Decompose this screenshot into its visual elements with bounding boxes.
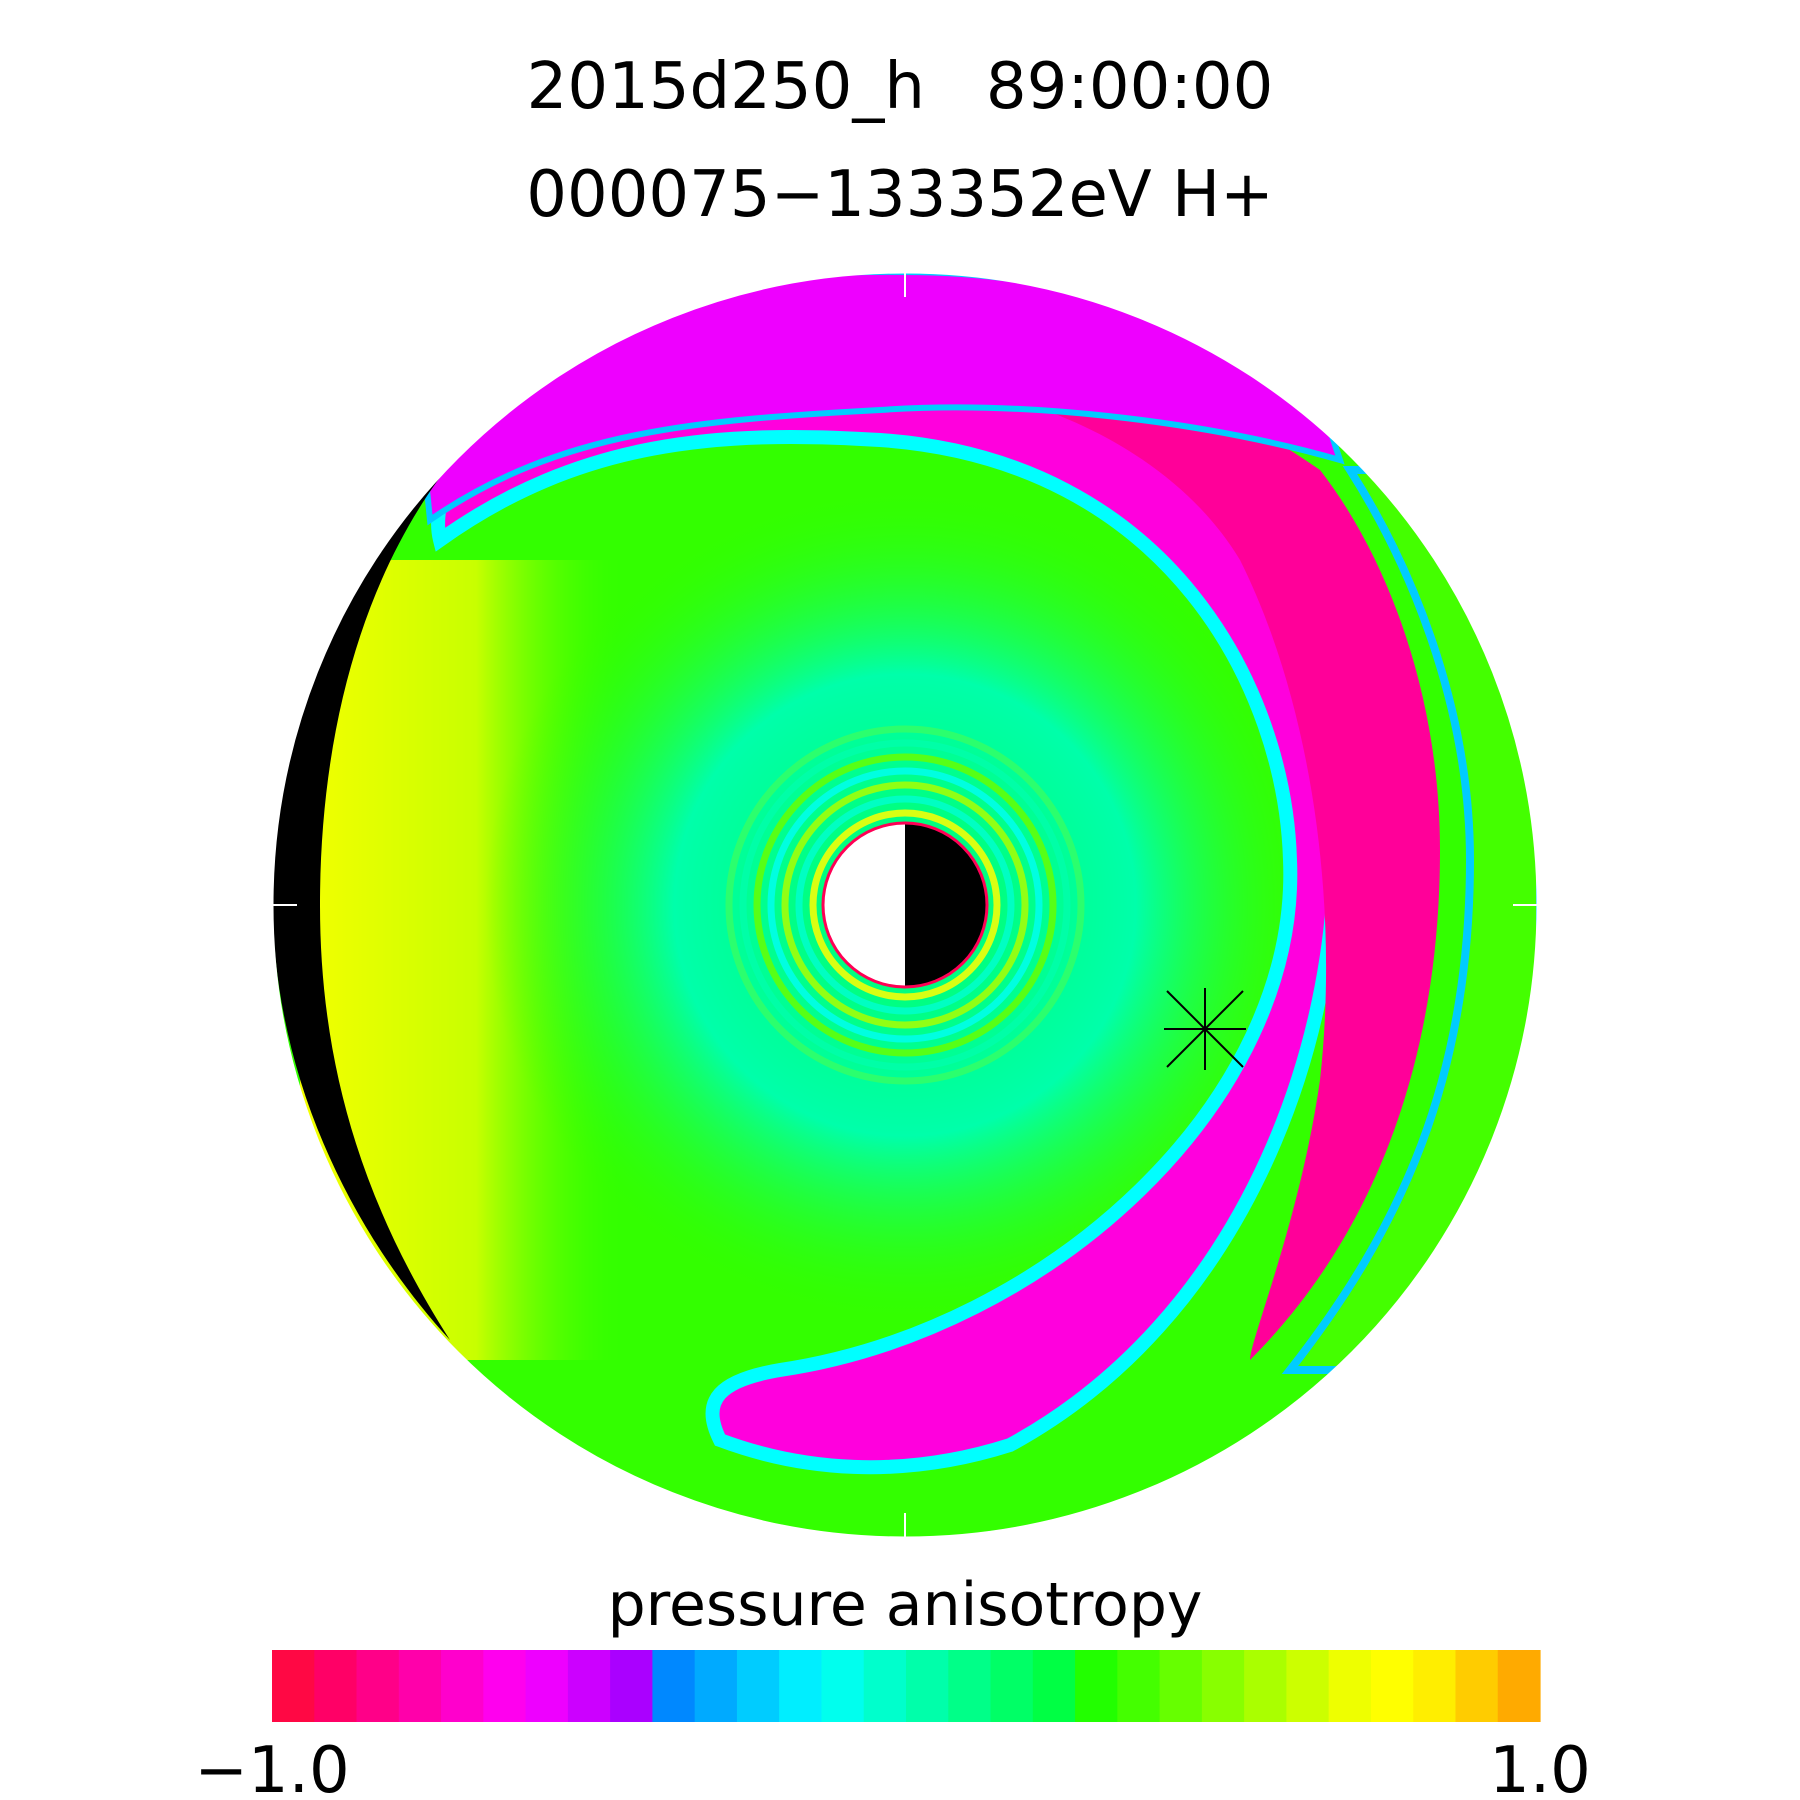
inner-ring — [795, 795, 1015, 1015]
colorbar-min-label: −1.0 — [194, 1734, 349, 1800]
colorbar-segment — [779, 1650, 823, 1722]
inner-rings — [725, 725, 1085, 1085]
colorbar-segment — [1032, 1650, 1076, 1722]
colorbar-segment — [1286, 1650, 1330, 1722]
inner-ring — [725, 725, 1085, 1085]
colorbar-segment — [1328, 1650, 1372, 1722]
title-line-1: 2015d250_h 89:00:00 — [527, 50, 1274, 124]
colorbar-segment — [694, 1650, 738, 1722]
colorbar-segment — [356, 1650, 400, 1722]
position-marker — [1164, 988, 1246, 1070]
colorbar-segment — [1244, 1650, 1287, 1722]
colorbar-segment — [567, 1650, 611, 1722]
inner-ring — [753, 753, 1057, 1057]
axis-ticks — [273, 273, 1537, 1537]
colorbar-segment — [314, 1650, 358, 1722]
colorbar-segment — [398, 1650, 442, 1722]
colorbar-segment — [610, 1650, 653, 1722]
inner-pink-band — [900, 330, 1440, 1360]
colorbar-segment — [948, 1650, 992, 1722]
colorbar-segment — [1201, 1650, 1245, 1722]
colorbar-segment — [821, 1650, 865, 1722]
inner-ring — [767, 767, 1043, 1043]
title-line-2: 000075−133352eV H+ — [526, 158, 1274, 232]
colorbar-segment — [525, 1650, 569, 1722]
colorbar — [272, 1650, 1541, 1722]
colorbar-segment — [1455, 1650, 1499, 1722]
colorbar-max-label: 1.0 — [1489, 1734, 1591, 1800]
colorbar-segment — [441, 1650, 484, 1722]
colorbar-segment — [863, 1650, 907, 1722]
earth — [821, 821, 989, 989]
right-green-edge — [1281, 466, 1537, 1374]
colorbar-segment — [1117, 1650, 1161, 1722]
inner-ring — [781, 781, 1029, 1029]
colorbar-segment — [1497, 1650, 1541, 1722]
colorbar-segment — [990, 1650, 1034, 1722]
earth-outline — [821, 821, 989, 989]
colorbar-segment — [1413, 1650, 1457, 1722]
colorbar-segment — [736, 1650, 780, 1722]
colorbar-segment — [1159, 1650, 1203, 1722]
colorbar-segment — [906, 1650, 949, 1722]
inner-ring — [739, 739, 1071, 1071]
colorbar-label: pressure anisotropy — [608, 1570, 1203, 1640]
colorbar-segment — [483, 1650, 527, 1722]
colorbar-segment — [272, 1650, 315, 1722]
colorbar-segment — [1075, 1650, 1118, 1722]
colorbar-segment — [1370, 1650, 1414, 1722]
earth-nightside — [905, 823, 987, 987]
colorbar-segment — [652, 1650, 696, 1722]
inner-ring — [809, 809, 1001, 1001]
